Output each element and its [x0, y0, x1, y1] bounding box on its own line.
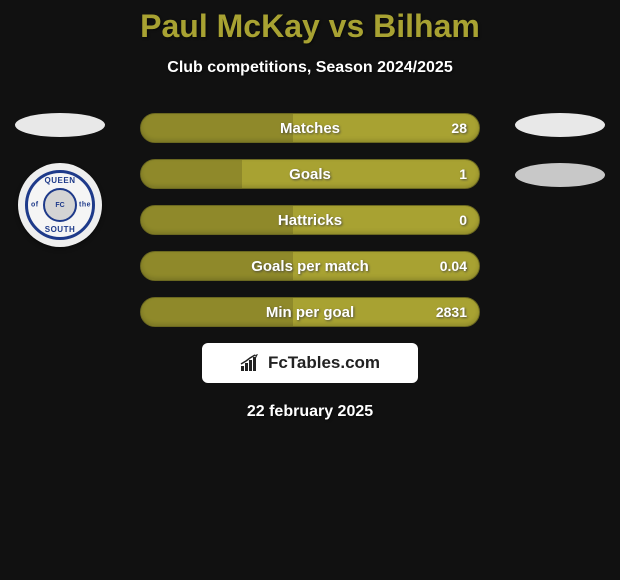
page-title: Paul McKay vs Bilham — [0, 0, 620, 45]
left-player-column: QUEEN SOUTH of the FC — [10, 113, 110, 247]
snapshot-date: 22 february 2025 — [0, 403, 620, 421]
badge-center: FC — [43, 188, 77, 222]
stat-label: Goals per match — [251, 258, 369, 275]
club-badge-queen-south: QUEEN SOUTH of the FC — [18, 163, 102, 247]
badge-text-top: QUEEN — [45, 176, 76, 185]
stat-bar-fill — [141, 206, 293, 234]
player-avatar-placeholder — [515, 113, 605, 137]
stat-bar-hattricks: Hattricks 0 — [140, 205, 480, 235]
comparison-panel: QUEEN SOUTH of the FC Matches 28 Goals 1 — [0, 113, 620, 421]
stat-value: 1 — [459, 166, 467, 182]
stat-bar-min-per-goal: Min per goal 2831 — [140, 297, 480, 327]
stat-label: Hattricks — [278, 212, 342, 229]
stats-bars: Matches 28 Goals 1 Hattricks 0 Goals per… — [140, 113, 480, 327]
brand-text: FcTables.com — [268, 353, 380, 373]
club-badge-placeholder — [515, 163, 605, 187]
badge-text-right: the — [79, 202, 91, 209]
stat-value: 2831 — [436, 304, 467, 320]
stat-value: 0.04 — [440, 258, 467, 274]
page-subtitle: Club competitions, Season 2024/2025 — [0, 59, 620, 77]
right-player-column — [510, 113, 610, 213]
badge-text-left: of — [31, 202, 39, 209]
brand-footer: FcTables.com — [202, 343, 418, 383]
stat-label: Min per goal — [266, 304, 354, 321]
stat-value: 0 — [459, 212, 467, 228]
stat-bar-matches: Matches 28 — [140, 113, 480, 143]
bar-chart-icon — [240, 354, 262, 372]
stat-bar-fill — [141, 114, 293, 142]
player-avatar-placeholder — [15, 113, 105, 137]
stat-bar-fill — [141, 160, 242, 188]
stat-value: 28 — [451, 120, 467, 136]
stat-bar-goals-per-match: Goals per match 0.04 — [140, 251, 480, 281]
stat-label: Goals — [289, 166, 331, 183]
stat-bar-goals: Goals 1 — [140, 159, 480, 189]
badge-text-bottom: SOUTH — [45, 225, 76, 234]
stat-label: Matches — [280, 120, 340, 137]
